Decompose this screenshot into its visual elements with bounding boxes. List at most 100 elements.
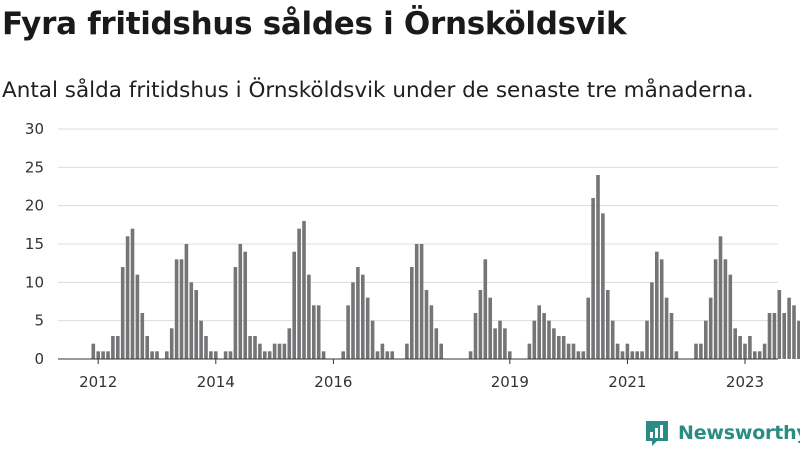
- bar: [150, 351, 154, 359]
- bar: [674, 351, 679, 359]
- y-tick-label: 30: [25, 120, 44, 138]
- bar: [135, 274, 140, 359]
- bar: [767, 313, 772, 359]
- bar: [116, 336, 120, 359]
- bar: [645, 320, 649, 359]
- bar: [370, 320, 375, 359]
- bar: [625, 343, 630, 359]
- bar: [792, 305, 796, 359]
- bar: [287, 328, 292, 359]
- bar: [194, 290, 198, 359]
- chart-subtitle: Antal sålda fritidshus i Örnsköldsvik un…: [2, 78, 754, 103]
- bar: [610, 320, 615, 359]
- bar: [292, 251, 296, 359]
- bar: [277, 343, 282, 359]
- bar: [532, 320, 537, 359]
- bar: [777, 290, 782, 359]
- bar: [165, 351, 169, 359]
- y-tick-label: 0: [34, 350, 44, 368]
- bar: [321, 351, 326, 359]
- bar: [356, 267, 360, 359]
- bar: [699, 343, 703, 359]
- bar: [302, 221, 306, 359]
- bar: [772, 313, 777, 359]
- y-axis-labels: 0 5 10 15 20 25 30: [25, 120, 44, 368]
- y-tick-label: 10: [25, 273, 44, 291]
- bar: [552, 328, 556, 359]
- x-tick-label: 2019: [491, 373, 529, 391]
- bar: [312, 305, 316, 359]
- bar: [473, 313, 478, 359]
- bars: [91, 175, 800, 359]
- bar: [375, 351, 380, 359]
- bar: [743, 343, 747, 359]
- bar: [209, 351, 213, 359]
- bar: [606, 290, 610, 359]
- bar: [659, 259, 664, 359]
- bar: [503, 328, 507, 359]
- bar: [130, 228, 135, 359]
- bar: [174, 259, 179, 359]
- x-tick-label: 2023: [726, 373, 764, 391]
- x-tick-label: 2014: [197, 373, 235, 391]
- bar: [669, 313, 674, 359]
- bar: [223, 351, 228, 359]
- bar: [762, 343, 767, 359]
- bar: [145, 336, 149, 359]
- bar: [439, 343, 443, 359]
- bar: [576, 351, 581, 359]
- bar: [498, 320, 502, 359]
- bar: [91, 343, 96, 359]
- bar: [238, 244, 243, 359]
- x-tick-label: 2016: [314, 373, 352, 391]
- bar: [488, 297, 492, 359]
- bar: [508, 351, 512, 359]
- page-title: Fyra fritidshus såldes i Örnsköldsvik: [2, 6, 627, 42]
- bar: [718, 236, 723, 359]
- bar: [184, 244, 189, 359]
- bar: [733, 328, 737, 359]
- y-tick-label: 20: [25, 197, 44, 215]
- bar: [263, 351, 267, 359]
- bar: [547, 320, 551, 359]
- x-tick-label: 2012: [79, 373, 117, 391]
- bar: [557, 336, 561, 359]
- bar: [429, 305, 434, 359]
- x-tick-label: 2021: [608, 373, 646, 391]
- bar: [655, 251, 659, 359]
- brand-name: Newsworthy: [678, 422, 800, 444]
- bar: [620, 351, 625, 359]
- bar: [728, 274, 733, 359]
- bar: [106, 351, 110, 359]
- bar: [189, 282, 194, 359]
- bar: [361, 274, 365, 359]
- bar: [640, 351, 644, 359]
- bar: [228, 351, 233, 359]
- bar: [272, 343, 277, 359]
- bar: [635, 351, 639, 359]
- bar: [694, 343, 698, 359]
- bar: [581, 351, 586, 359]
- bar: [140, 313, 145, 359]
- bar: [380, 343, 385, 359]
- bar: [561, 336, 566, 359]
- bar: [111, 336, 115, 359]
- bar: [650, 282, 654, 359]
- bar: [365, 297, 370, 359]
- bar: [630, 351, 635, 359]
- y-tick-label: 15: [25, 235, 44, 253]
- bar: [253, 336, 257, 359]
- bar: [120, 267, 125, 359]
- bar: [664, 297, 669, 359]
- bar: [307, 274, 311, 359]
- bar: [468, 351, 473, 359]
- bar: [282, 343, 287, 359]
- bar: [601, 213, 605, 359]
- bar: [713, 259, 718, 359]
- bar: [233, 267, 238, 359]
- bar: [179, 259, 184, 359]
- bar: [405, 343, 409, 359]
- bar: [787, 297, 791, 359]
- bar: [596, 175, 600, 359]
- bar: [586, 297, 590, 359]
